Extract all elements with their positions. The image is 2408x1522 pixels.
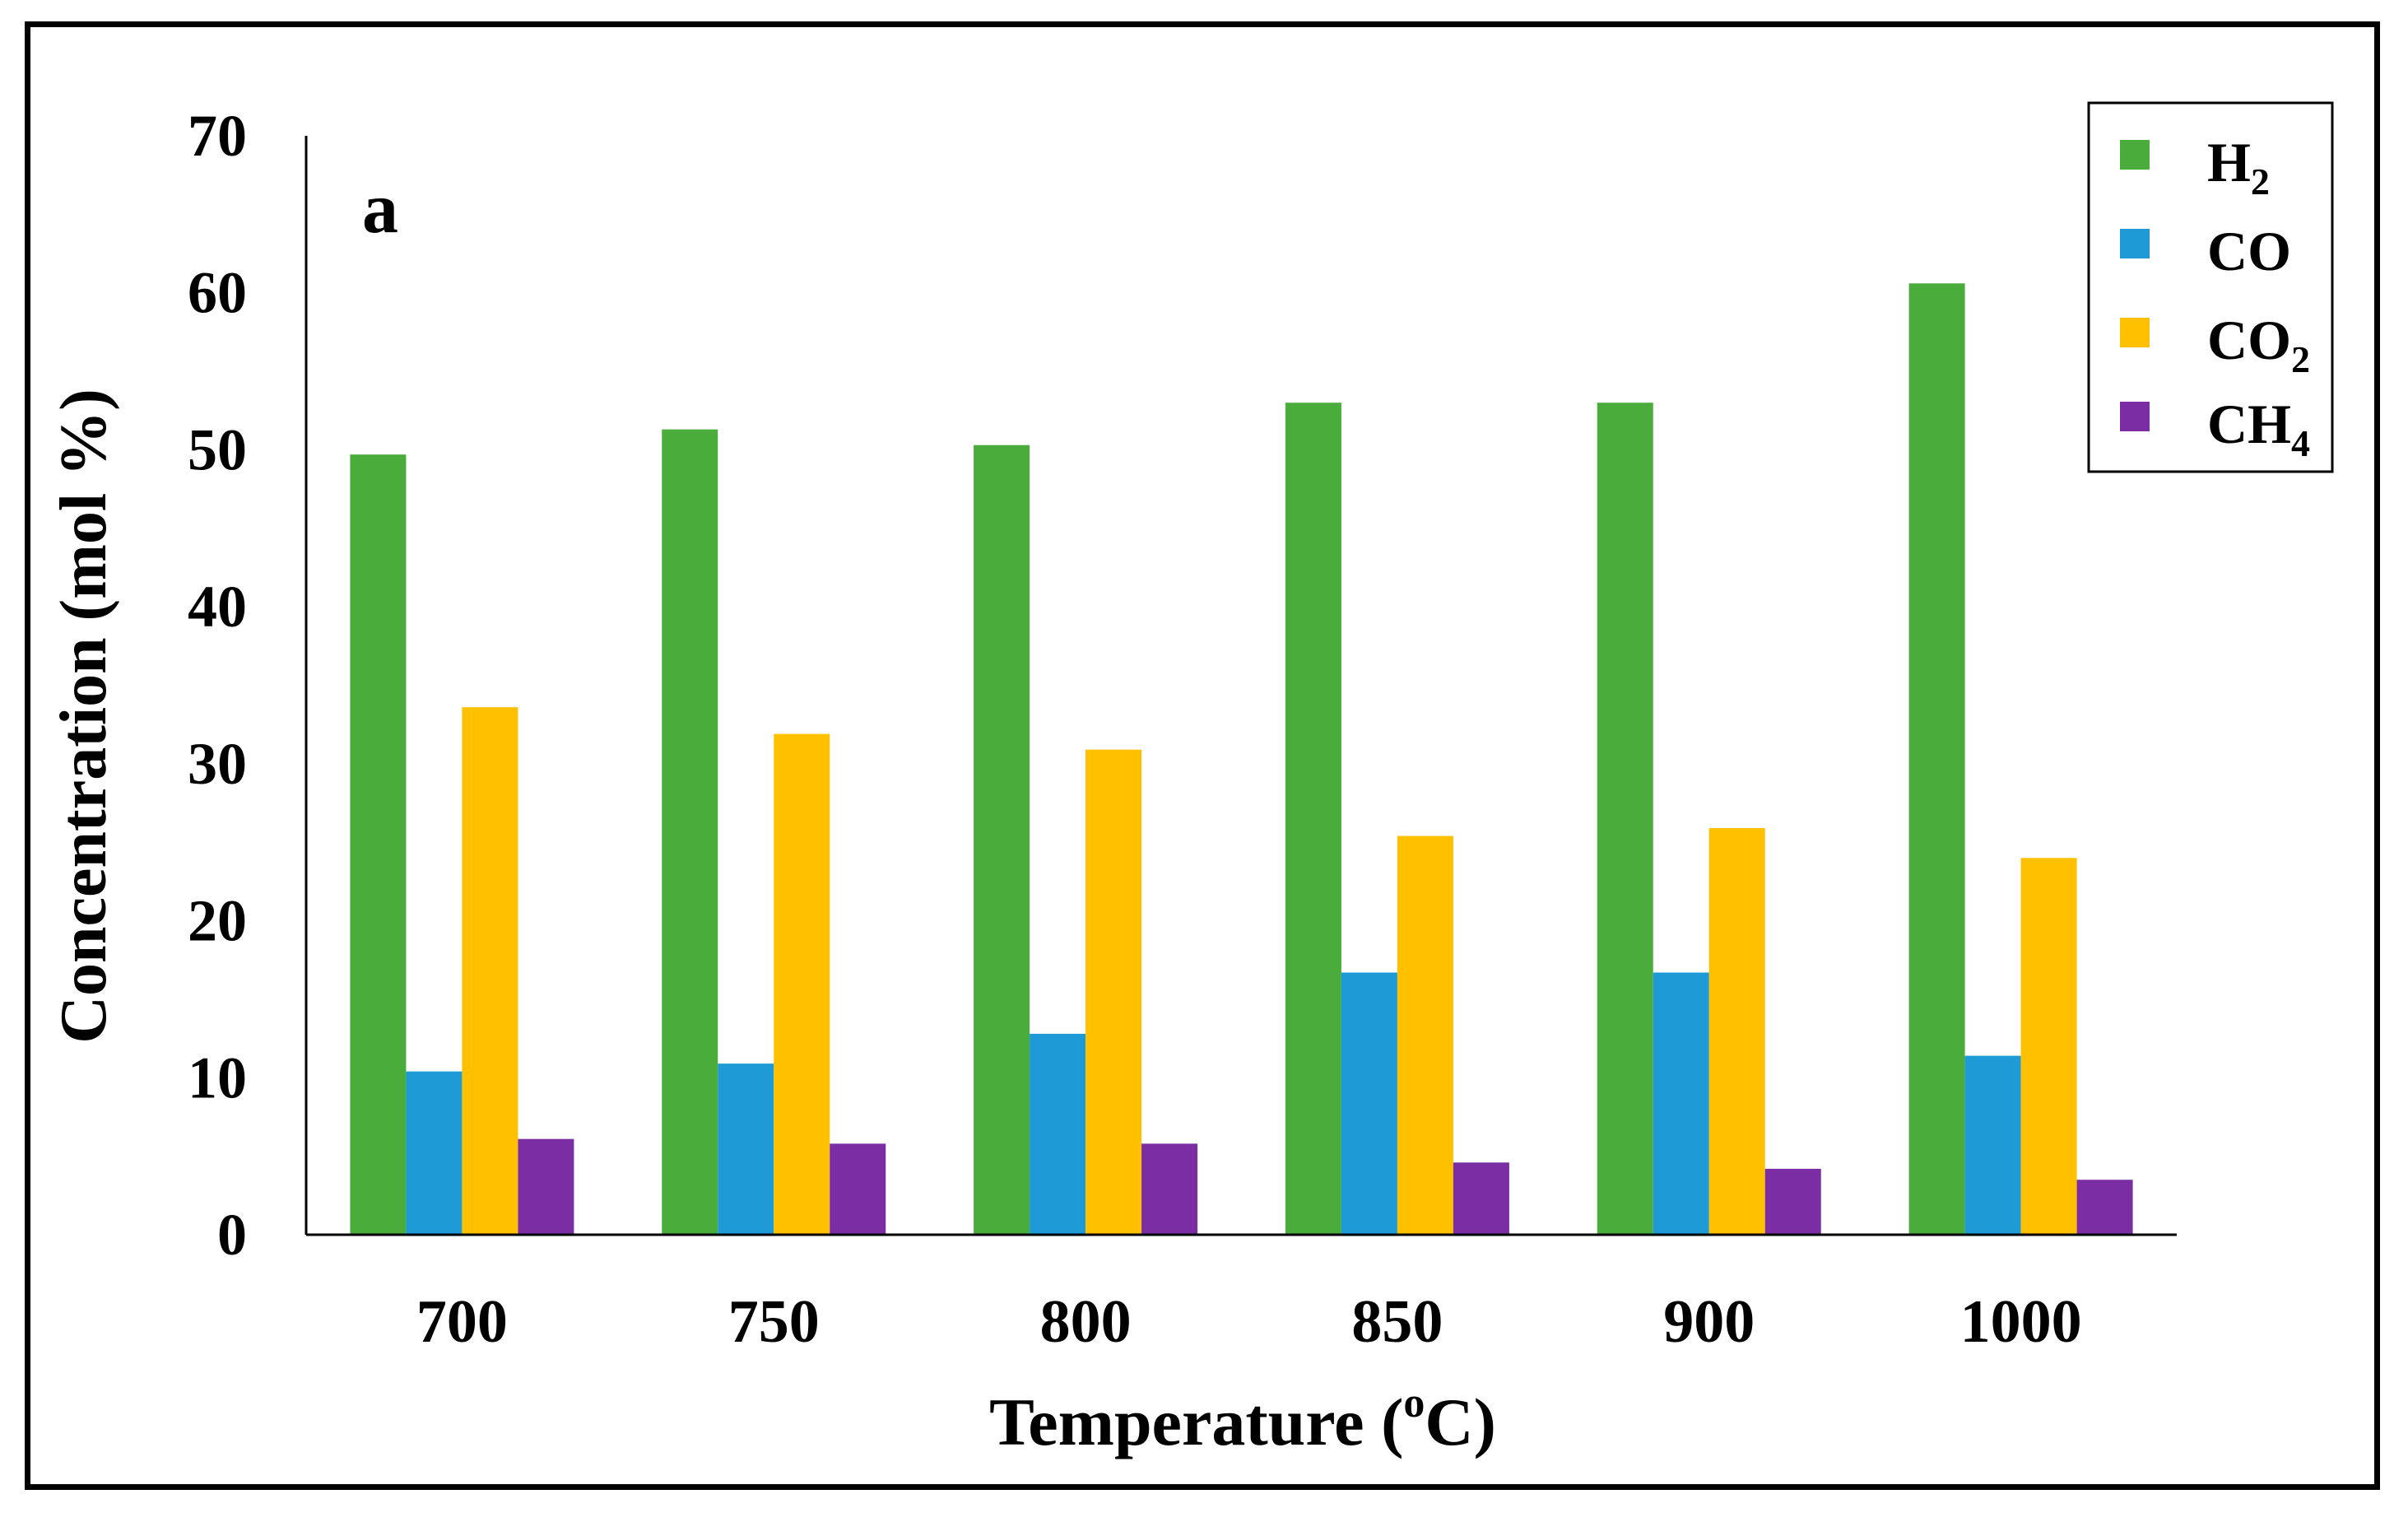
bar-co-850	[1341, 972, 1397, 1235]
bar-h2-850	[1285, 403, 1341, 1235]
bar-ch4-900	[1764, 1168, 1821, 1235]
legend-label: CO2	[2207, 309, 2310, 380]
y-tick-label: 40	[188, 574, 247, 640]
bar-ch4-850	[1453, 1162, 1509, 1235]
y-tick-labels: 0 10 20 30 40 50 60 70	[188, 103, 247, 1268]
y-tick-label: 50	[188, 417, 247, 482]
bar-co2-700	[462, 707, 518, 1235]
x-tick-label: 750	[728, 1288, 820, 1356]
legend-label-text: CO	[2207, 309, 2291, 371]
panel-label: a	[362, 169, 398, 249]
x-axis-label-superscript: o	[1403, 1380, 1425, 1427]
legend-label: H2	[2207, 131, 2270, 202]
bar-co2-800	[1085, 749, 1142, 1235]
bar-co2-900	[1708, 828, 1765, 1235]
legend-label: CH4	[2207, 393, 2310, 464]
x-axis-label-text: Temperature (	[989, 1385, 1403, 1459]
figure-frame	[25, 21, 2380, 1490]
bars-group	[350, 283, 2133, 1235]
bar-co-1000	[1964, 1055, 2021, 1235]
y-tick-label: 70	[188, 103, 247, 169]
bar-co-700	[406, 1071, 463, 1235]
legend-label: CO	[2207, 220, 2291, 282]
bar-ch4-700	[518, 1138, 574, 1235]
y-tick-label: 20	[188, 888, 247, 954]
bar-co2-850	[1397, 835, 1453, 1235]
y-tick-label: 0	[217, 1202, 247, 1268]
legend-label-text: CO	[2207, 220, 2291, 282]
bar-ch4-1000	[2076, 1180, 2133, 1235]
legend-label-text: H	[2207, 131, 2251, 193]
bar-co2-750	[774, 733, 830, 1235]
x-axis-label: Temperature (oC)	[989, 1380, 1496, 1459]
bar-h2-750	[662, 429, 718, 1235]
bar-ch4-750	[830, 1143, 886, 1235]
y-tick-label: 60	[188, 260, 247, 326]
y-axis-label: Concentration (mol %)	[48, 389, 120, 1043]
bar-co-800	[1030, 1033, 1086, 1235]
x-axis-label-unit: C)	[1425, 1385, 1496, 1459]
y-tick-label: 30	[188, 731, 247, 797]
bar-h2-700	[350, 454, 407, 1235]
x-tick-label: 850	[1351, 1288, 1443, 1356]
legend-swatch	[2120, 229, 2150, 258]
bar-h2-900	[1597, 403, 1653, 1235]
legend-label-subscript: 2	[2291, 338, 2310, 380]
bar-ch4-800	[1141, 1143, 1198, 1235]
x-tick-label: 1000	[1960, 1288, 2082, 1356]
legend-swatch	[2120, 402, 2150, 431]
bar-co-900	[1653, 972, 1709, 1235]
bar-co2-1000	[2020, 858, 2077, 1235]
bar-co-750	[718, 1064, 774, 1235]
x-tick-labels: 700 750 800 850 900 1000	[416, 1288, 2082, 1356]
x-tick-label: 700	[416, 1288, 508, 1356]
x-tick-label: 800	[1040, 1288, 1132, 1356]
y-tick-label: 10	[188, 1045, 247, 1110]
legend-label-text: CH	[2207, 393, 2291, 455]
bar-h2-800	[974, 444, 1030, 1235]
legend-label-subscript: 2	[2251, 161, 2270, 202]
legend-label-subscript: 4	[2291, 422, 2310, 464]
legend-swatch	[2120, 140, 2150, 170]
legend-swatch	[2120, 318, 2150, 347]
x-tick-label: 900	[1663, 1288, 1755, 1356]
bar-h2-1000	[1908, 283, 1965, 1235]
